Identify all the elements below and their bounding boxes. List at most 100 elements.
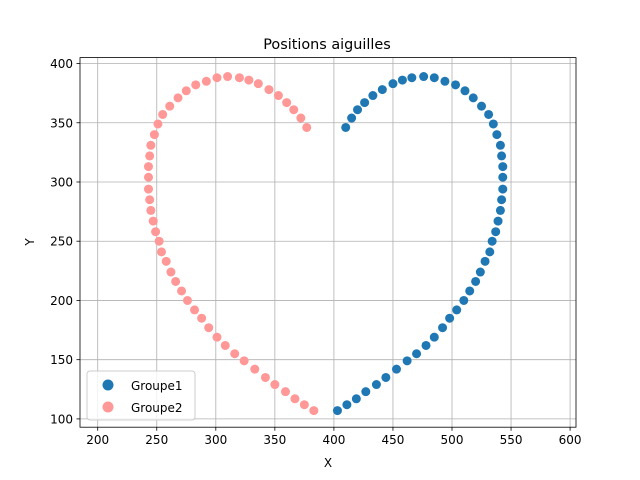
data-point [230,349,240,359]
data-point [145,195,155,205]
data-point [484,109,494,119]
data-point [477,101,487,111]
data-point [459,295,469,305]
data-point [204,323,214,333]
x-tick-label: 500 [441,433,464,447]
data-point [309,406,319,416]
data-point [158,109,168,119]
data-point [445,313,455,323]
data-point [154,236,164,246]
data-point [475,267,485,277]
data-point [397,75,407,85]
x-tick-label: 300 [204,433,227,447]
data-point [244,75,254,85]
data-point [465,286,475,296]
x-tick-label: 600 [559,433,582,447]
data-point [480,256,490,266]
data-point [361,387,371,397]
data-point [351,394,361,404]
data-point [223,72,233,82]
data-point [166,267,176,277]
data-point [491,227,501,237]
data-point [407,73,417,83]
data-point [260,372,270,382]
data-point [143,184,153,194]
data-point [391,364,401,374]
data-point [171,276,181,286]
data-point [493,216,503,226]
data-point [452,305,462,315]
data-point [429,332,439,342]
y-tick-label: 300 [50,175,73,189]
chart-title: Positions aiguilles [263,37,391,53]
plot-frame [79,57,577,428]
data-point [377,85,387,95]
x-tick-label: 550 [500,433,523,447]
y-tick-label: 350 [50,116,73,130]
data-point [177,286,187,296]
data-point [220,340,230,350]
data-point [148,216,158,226]
data-point [497,195,507,205]
data-point [153,119,163,129]
legend-label-groupe1: Groupe1 [131,379,183,393]
data-point [341,122,351,132]
data-point [145,151,155,161]
data-points [143,72,508,416]
data-point [421,340,431,350]
data-point [299,400,309,410]
data-point [173,93,183,103]
data-point [371,380,381,390]
y-tick-label: 400 [50,57,73,71]
data-point [190,305,200,315]
x-tick-label: 200 [86,433,109,447]
data-point [498,184,508,194]
data-point [270,380,280,390]
data-point [280,387,290,397]
data-point [182,295,192,305]
data-point [353,105,363,115]
data-point [497,151,507,161]
data-point [290,394,300,404]
data-point [302,122,312,132]
data-point [460,86,470,96]
data-point [156,247,166,257]
x-axis-ticks: 200 250 300 350 400 450 500 550 600 [86,427,582,447]
data-point [492,130,502,140]
data-point [296,113,306,123]
data-point [419,72,429,82]
data-point [212,73,222,83]
data-point [485,247,495,257]
data-point [451,80,461,90]
data-point [388,79,398,89]
data-point [438,323,448,333]
data-point [342,400,352,410]
data-point [181,86,191,96]
data-point [151,227,161,237]
x-tick-label: 450 [381,433,404,447]
data-point [429,73,439,83]
y-tick-label: 150 [50,353,73,367]
data-point [146,205,156,215]
legend: Groupe1 Groupe2 [86,370,196,421]
data-point [440,76,450,86]
series-groupe1 [332,72,508,416]
data-point [250,364,260,374]
y-axis-ticks: 100 150 200 250 300 350 400 [50,57,80,426]
y-tick-label: 250 [50,235,73,249]
data-point [146,140,156,150]
data-point [368,91,378,101]
data-point [201,76,211,86]
x-tick-label: 250 [145,433,168,447]
legend-box [86,370,196,421]
data-point [264,85,274,95]
data-point [282,98,292,108]
data-point [332,406,342,416]
data-point [381,372,391,382]
y-tick-label: 100 [50,412,73,426]
data-point [253,79,263,89]
data-point [412,349,422,359]
y-tick-label: 200 [50,294,73,308]
data-point [488,119,498,129]
